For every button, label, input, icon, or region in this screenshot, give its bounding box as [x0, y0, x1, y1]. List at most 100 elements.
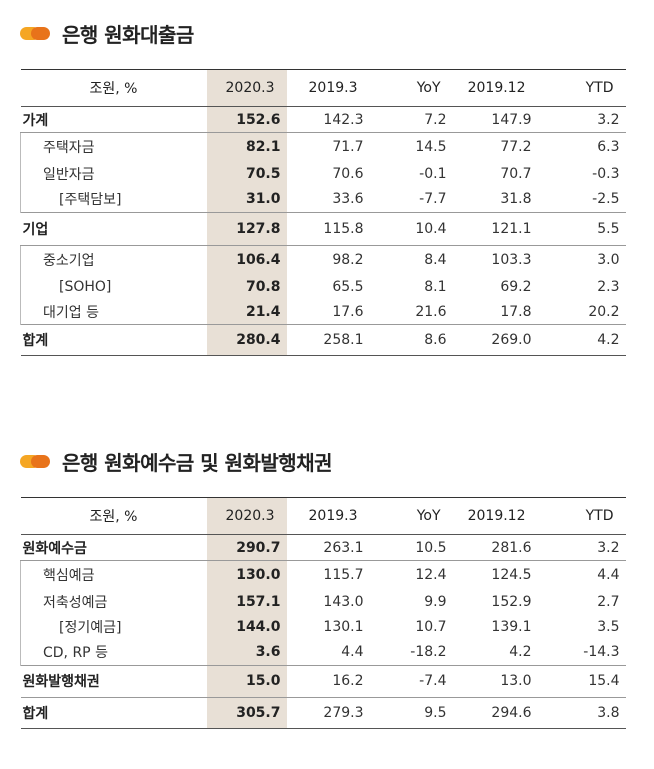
cell: 14.5	[369, 132, 453, 162]
cell: 10.7	[415, 619, 447, 635]
cell: 103.3	[452, 244, 538, 274]
header-2020-3: 2020.3	[206, 497, 287, 535]
cell: 12.4	[369, 560, 453, 590]
cell: 152.9	[491, 594, 532, 610]
cell: 9.5	[369, 696, 453, 729]
table-row: 주택자금 82.1 71.7 14.5 77.2 6.3	[20, 132, 626, 162]
table-row: 핵심예금 130.0 115.7 12.4 124.5 4.4	[20, 560, 626, 590]
deposits-table: 조원, % 2020.3 2019.3 YoY 2019.12 YTD 원화예수…	[20, 497, 626, 729]
cell: 10.5	[415, 539, 447, 556]
cell: 269.0	[452, 324, 538, 356]
cell: -7.7	[419, 191, 447, 207]
header-yoy: YoY	[416, 508, 441, 524]
header-yoy: YoY	[416, 80, 441, 96]
cell: -14.3	[583, 644, 620, 660]
cell: 294.6	[452, 696, 538, 729]
cell: 77.2	[452, 132, 538, 162]
loans-title: 은행 원화대출금	[62, 23, 194, 47]
cell: 98.2	[286, 244, 370, 274]
cell: 70.7	[500, 166, 532, 182]
row-label: [정기예금]	[20, 614, 207, 640]
cell: 143.0	[323, 594, 364, 610]
row-label: 합계	[20, 324, 207, 356]
header-ytd: YTD	[585, 80, 614, 96]
cell: 33.6	[332, 191, 364, 207]
cell: 279.3	[286, 696, 370, 729]
cell: -0.3	[592, 166, 620, 182]
cell: 31.8	[500, 191, 532, 207]
table-row: 대기업 등 21.4 17.6 21.6 17.8 20.2	[20, 299, 626, 325]
row-label: 핵심예금	[20, 560, 207, 590]
cell: 4.2	[537, 324, 626, 356]
cell: 15.4	[537, 664, 626, 697]
cell: 21.4	[206, 299, 287, 325]
cell: 280.4	[206, 324, 287, 356]
cell: 263.1	[323, 539, 364, 556]
row-label: [SOHO]	[20, 274, 207, 299]
table-row: 중소기업 106.4 98.2 8.4 103.3 3.0	[20, 244, 626, 274]
cell: 3.2	[597, 539, 620, 556]
cell: 115.7	[286, 560, 370, 590]
deposits-header-row: 조원, % 2020.3 2019.3 YoY 2019.12 YTD	[20, 497, 626, 535]
cell: 65.5	[332, 278, 364, 295]
cell: -2.5	[592, 191, 620, 207]
cell: 3.0	[537, 244, 626, 274]
table-row: 원화발행채권 15.0 16.2 -7.4 13.0 15.4	[20, 664, 626, 697]
cell: 106.4	[206, 244, 287, 274]
cell: -7.4	[369, 664, 453, 697]
loans-section-title: 은행 원화대출금	[20, 19, 194, 48]
cell: 124.5	[452, 560, 538, 590]
cell: 147.9	[491, 111, 532, 128]
row-label: 대기업 등	[20, 299, 207, 325]
row-label: 중소기업	[20, 244, 207, 274]
header-2020-3: 2020.3	[206, 69, 287, 107]
cell: 15.0	[206, 664, 287, 697]
cell: 130.0	[206, 560, 287, 590]
table-row: 일반자금 70.5 70.6 -0.1 70.7 -0.3	[20, 161, 626, 187]
cell: 290.7	[206, 534, 287, 561]
cell: 157.1	[206, 589, 287, 615]
cell: 69.2	[500, 278, 532, 295]
cell: 142.3	[323, 111, 364, 128]
cell: 31.0	[206, 186, 287, 212]
deposits-title: 은행 원화예수금 및 원화발행채권	[62, 451, 333, 475]
cell: -18.2	[410, 644, 447, 660]
cell: 144.0	[206, 614, 287, 640]
loans-table: 조원, % 2020.3 2019.3 YoY 2019.12 YTD 가계 1…	[20, 69, 626, 356]
cell: 4.2	[509, 644, 532, 660]
cell: 70.8	[206, 274, 287, 299]
header-unit: 조원, %	[89, 509, 138, 525]
row-label: 원화예수금	[22, 540, 87, 557]
row-label: 기업	[20, 211, 207, 245]
row-label: [주택담보]	[20, 186, 207, 212]
cell: 4.4	[341, 644, 364, 660]
cell: 305.7	[206, 696, 287, 729]
table-row: CD, RP 등 3.6 4.4 -18.2 4.2 -14.3	[20, 639, 626, 665]
row-label: 합계	[20, 696, 207, 729]
cell: 121.1	[452, 211, 538, 245]
bullet-icon	[20, 455, 50, 468]
cell: 127.8	[206, 211, 287, 245]
row-label: 일반자금	[20, 161, 207, 187]
table-row: 가계 152.6 142.3 7.2 147.9 3.2	[21, 106, 626, 133]
cell: 8.4	[369, 244, 453, 274]
cell: 7.2	[424, 111, 447, 128]
deposits-section-title: 은행 원화예수금 및 원화발행채권	[20, 447, 333, 476]
cell: 5.5	[537, 211, 626, 245]
cell: 115.8	[286, 211, 370, 245]
header-2019-3: 2019.3	[308, 508, 358, 524]
cell: 3.2	[597, 111, 620, 128]
cell: 2.3	[597, 278, 620, 295]
cell: 130.1	[323, 619, 364, 635]
table-row: [SOHO] 70.8 65.5 8.1 69.2 2.3	[20, 274, 626, 299]
cell: 281.6	[491, 539, 532, 556]
table-row: 합계 280.4 258.1 8.6 269.0 4.2	[20, 324, 626, 356]
cell: 17.8	[500, 303, 532, 320]
bullet-icon	[20, 27, 50, 40]
row-label: 가계	[22, 112, 49, 129]
header-ytd: YTD	[585, 508, 614, 524]
header-2019-12: 2019.12	[467, 80, 526, 96]
cell: 16.2	[286, 664, 370, 697]
cell: 10.4	[369, 211, 453, 245]
cell: 6.3	[537, 132, 626, 162]
